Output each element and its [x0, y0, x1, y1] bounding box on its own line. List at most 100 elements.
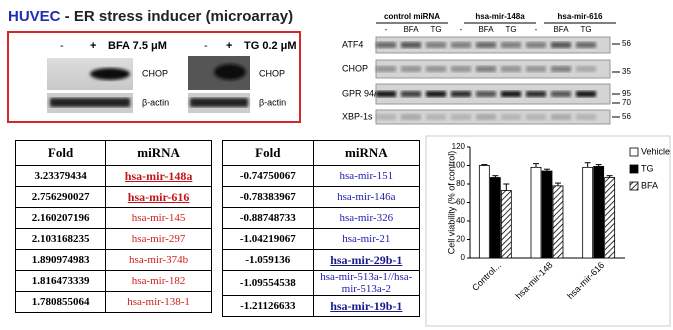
y-tick-label: 60 [456, 198, 465, 207]
band [526, 114, 546, 120]
band [426, 66, 446, 72]
marker-label: 70 [622, 98, 631, 107]
y-tick-label: 40 [456, 216, 465, 225]
marker-label: 95 [622, 89, 631, 98]
table-row: -1.09554538 hsa-mir-513a-1//hsa-mir-513a-… [222, 270, 421, 296]
band [451, 91, 471, 97]
table-row: 2.756290027 hsa-mir-616 [14, 186, 212, 208]
band [526, 42, 546, 48]
y-axis-label: Cell viability (% of control) [446, 151, 456, 255]
error-bar [544, 168, 550, 172]
band-label: β-actin [259, 97, 286, 107]
band [401, 114, 421, 120]
lane-label: + [226, 40, 232, 52]
error-bar [492, 175, 499, 178]
chart-frame [425, 135, 671, 327]
title: HUVEC - ER stress inducer (microarray) [8, 8, 293, 25]
error-bar [555, 182, 561, 186]
band [90, 68, 130, 80]
bar [489, 177, 501, 259]
group-label: hsa-mir-148a [475, 12, 525, 21]
band [501, 91, 521, 97]
band [501, 66, 521, 72]
lane-label: - [460, 25, 463, 34]
fold: -0.88748733 [222, 207, 314, 229]
band [576, 66, 596, 72]
table-row: -1.21126633 hsa-mir-19b-1 [222, 295, 421, 317]
column-header: miRNA [105, 140, 212, 166]
lane-label: - [385, 25, 388, 34]
table-row: 2.160207196 hsa-mir-145 [14, 207, 212, 229]
band [551, 66, 571, 72]
bar [500, 190, 512, 259]
bar [478, 165, 490, 259]
band [451, 66, 471, 72]
band [451, 42, 471, 48]
lane-label: - [204, 40, 208, 52]
band [401, 42, 421, 48]
band [526, 91, 546, 97]
band [476, 66, 496, 72]
error-bar [481, 164, 488, 166]
mirna: hsa-mir-182 [105, 270, 212, 292]
mirna: hsa-mir-138-1 [105, 291, 212, 313]
error-bar [584, 162, 591, 168]
frame [7, 31, 301, 123]
legend-swatch [629, 164, 639, 174]
mirna: hsa-mir-513a-1//hsa-mir-513a-2 [312, 270, 421, 296]
bar [552, 185, 564, 259]
blots: - + BFA 7.5 μM CHOP β-actin - + TG 0.2 μ… [7, 12, 631, 125]
mirna-table: Fold miRNA -0.74750067 hsa-mir-151 -0.783839… [222, 140, 421, 317]
legend-label: BFA [641, 180, 658, 190]
header-row: Fold miRNA [14, 140, 212, 166]
band [501, 42, 521, 48]
error-bar [595, 164, 602, 167]
band [451, 114, 471, 120]
band [426, 91, 446, 97]
x-tick-label: Control... [470, 260, 503, 293]
band-label: CHOP [259, 68, 285, 78]
error-bar [503, 183, 510, 191]
fold: 2.756290027 [14, 186, 107, 208]
band [401, 66, 421, 72]
legend-swatch [629, 181, 639, 191]
fold: 1.780855064 [14, 291, 107, 313]
y-tick-label: 0 [461, 253, 466, 262]
mirna: hsa-mir-19b-1 [312, 295, 421, 317]
band [476, 42, 496, 48]
band [50, 98, 130, 107]
table-row: -1.059136 hsa-mir-29b-1 [222, 249, 421, 271]
band [426, 42, 446, 48]
row-label: XBP-1s [342, 111, 373, 121]
row-label: CHOP [342, 63, 368, 73]
x-tick-label: hsa-mir-148 [514, 260, 555, 301]
right-blot: control miRNA hsa-mir-148a hsa-mir-616 - BFA… [342, 12, 631, 125]
mirna: hsa-mir-374b [105, 249, 212, 271]
marker-label: 56 [622, 112, 631, 121]
band [190, 98, 248, 107]
band [376, 42, 396, 48]
lane-label: - [60, 40, 64, 52]
legend-label: TG [641, 163, 654, 173]
y-tick-label: 80 [456, 179, 465, 188]
lane-label: + [90, 40, 96, 52]
bar [541, 170, 553, 259]
legend-label: Vehicle [641, 146, 670, 156]
y-tick-label: 100 [452, 161, 466, 170]
bar [530, 166, 542, 259]
fold: 2.160207196 [14, 207, 107, 229]
marker-label: 35 [622, 67, 631, 76]
band [551, 114, 571, 120]
band [476, 114, 496, 120]
mirna-table: Fold miRNA 3.23379434 hsa-mir-148a 2.7562900… [14, 140, 212, 313]
lane-label: BFA [478, 25, 494, 34]
fold: 3.23379434 [14, 165, 107, 187]
bar [593, 166, 605, 259]
fold: -1.04219067 [222, 228, 314, 250]
row-label: ATF4 [342, 39, 363, 49]
mirna: hsa-mir-148a [105, 165, 212, 187]
band-label: β-actin [142, 97, 169, 107]
mirna: hsa-mir-151 [312, 165, 421, 187]
row-label: GPR 94/78 [342, 88, 387, 98]
